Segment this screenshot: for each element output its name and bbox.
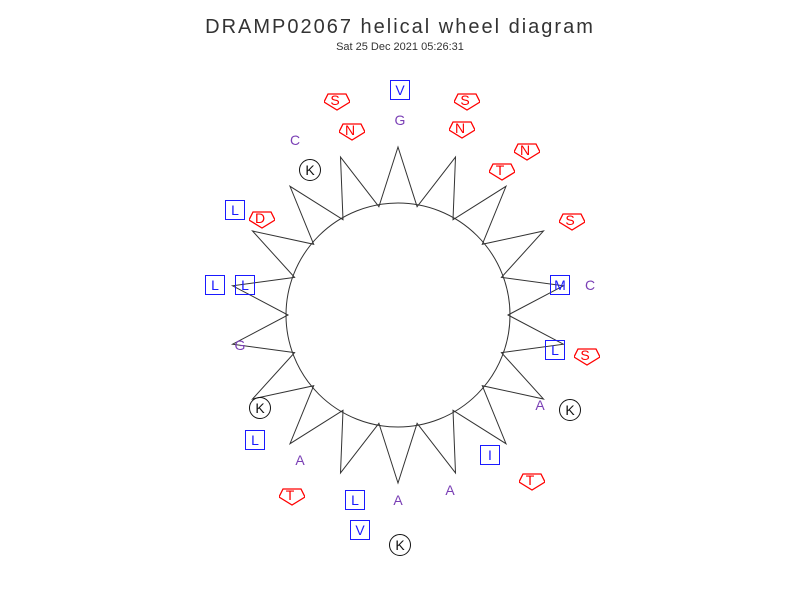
residue-letter: M (550, 275, 570, 295)
residue-letter: S (559, 212, 581, 228)
residue-letter: K (299, 159, 321, 181)
residue-1: G (395, 112, 406, 128)
residue-15: M (550, 275, 570, 295)
residue-17: G (235, 337, 246, 353)
residue-letter: K (389, 534, 411, 556)
residue-letter: G (235, 337, 246, 353)
residue-letter: D (249, 210, 271, 226)
residue-letter: S (324, 92, 346, 108)
residue-letter: N (514, 142, 536, 158)
residue-30: A (445, 482, 454, 498)
residue-28: L (345, 490, 365, 510)
residue-letter: V (350, 520, 370, 540)
residue-letter: K (559, 399, 581, 421)
residue-letter: V (390, 80, 410, 100)
residue-14: L (235, 275, 255, 295)
residue-20: K (249, 397, 271, 419)
residue-letter: L (225, 200, 245, 220)
residue-29: A (393, 492, 402, 508)
residue-3: S (454, 92, 476, 108)
residue-5: N (449, 120, 471, 136)
residue-letter: L (245, 430, 265, 450)
residue-31: V (350, 520, 370, 540)
residue-25: I (480, 445, 500, 465)
residue-9: T (489, 162, 511, 178)
residue-letter: A (535, 397, 544, 413)
residue-8: K (299, 159, 321, 181)
residue-letter: G (395, 112, 406, 128)
residue-letter: K (249, 397, 271, 419)
residue-18: L (545, 340, 565, 360)
residue-27: T (519, 472, 541, 488)
residue-letter: L (545, 340, 565, 360)
residue-16: C (585, 277, 595, 293)
residue-26: T (279, 487, 301, 503)
residue-24: A (295, 452, 304, 468)
residue-letter: S (454, 92, 476, 108)
residue-19: S (574, 347, 596, 363)
residue-6: C (290, 132, 300, 148)
residue-12: S (559, 212, 581, 228)
residue-13: L (205, 275, 225, 295)
residue-letter: N (339, 122, 361, 138)
residue-2: S (324, 92, 346, 108)
residue-letter: C (585, 277, 595, 293)
residue-22: K (559, 399, 581, 421)
residue-letter: T (489, 162, 511, 178)
residue-letter: I (480, 445, 500, 465)
residue-0: V (390, 80, 410, 100)
residue-letter: C (290, 132, 300, 148)
residue-letter: T (279, 487, 301, 503)
residue-letter: N (449, 120, 471, 136)
residue-4: N (339, 122, 361, 138)
residue-23: L (245, 430, 265, 450)
residue-letter: A (295, 452, 304, 468)
residue-letter: L (345, 490, 365, 510)
residue-letter: S (574, 347, 596, 363)
residue-letter: L (235, 275, 255, 295)
residue-32: K (389, 534, 411, 556)
residue-21: A (535, 397, 544, 413)
residue-11: D (249, 210, 271, 226)
residue-letter: L (205, 275, 225, 295)
residue-letter: T (519, 472, 541, 488)
residue-10: L (225, 200, 245, 220)
residue-letter: A (393, 492, 402, 508)
residue-7: N (514, 142, 536, 158)
residue-letter: A (445, 482, 454, 498)
